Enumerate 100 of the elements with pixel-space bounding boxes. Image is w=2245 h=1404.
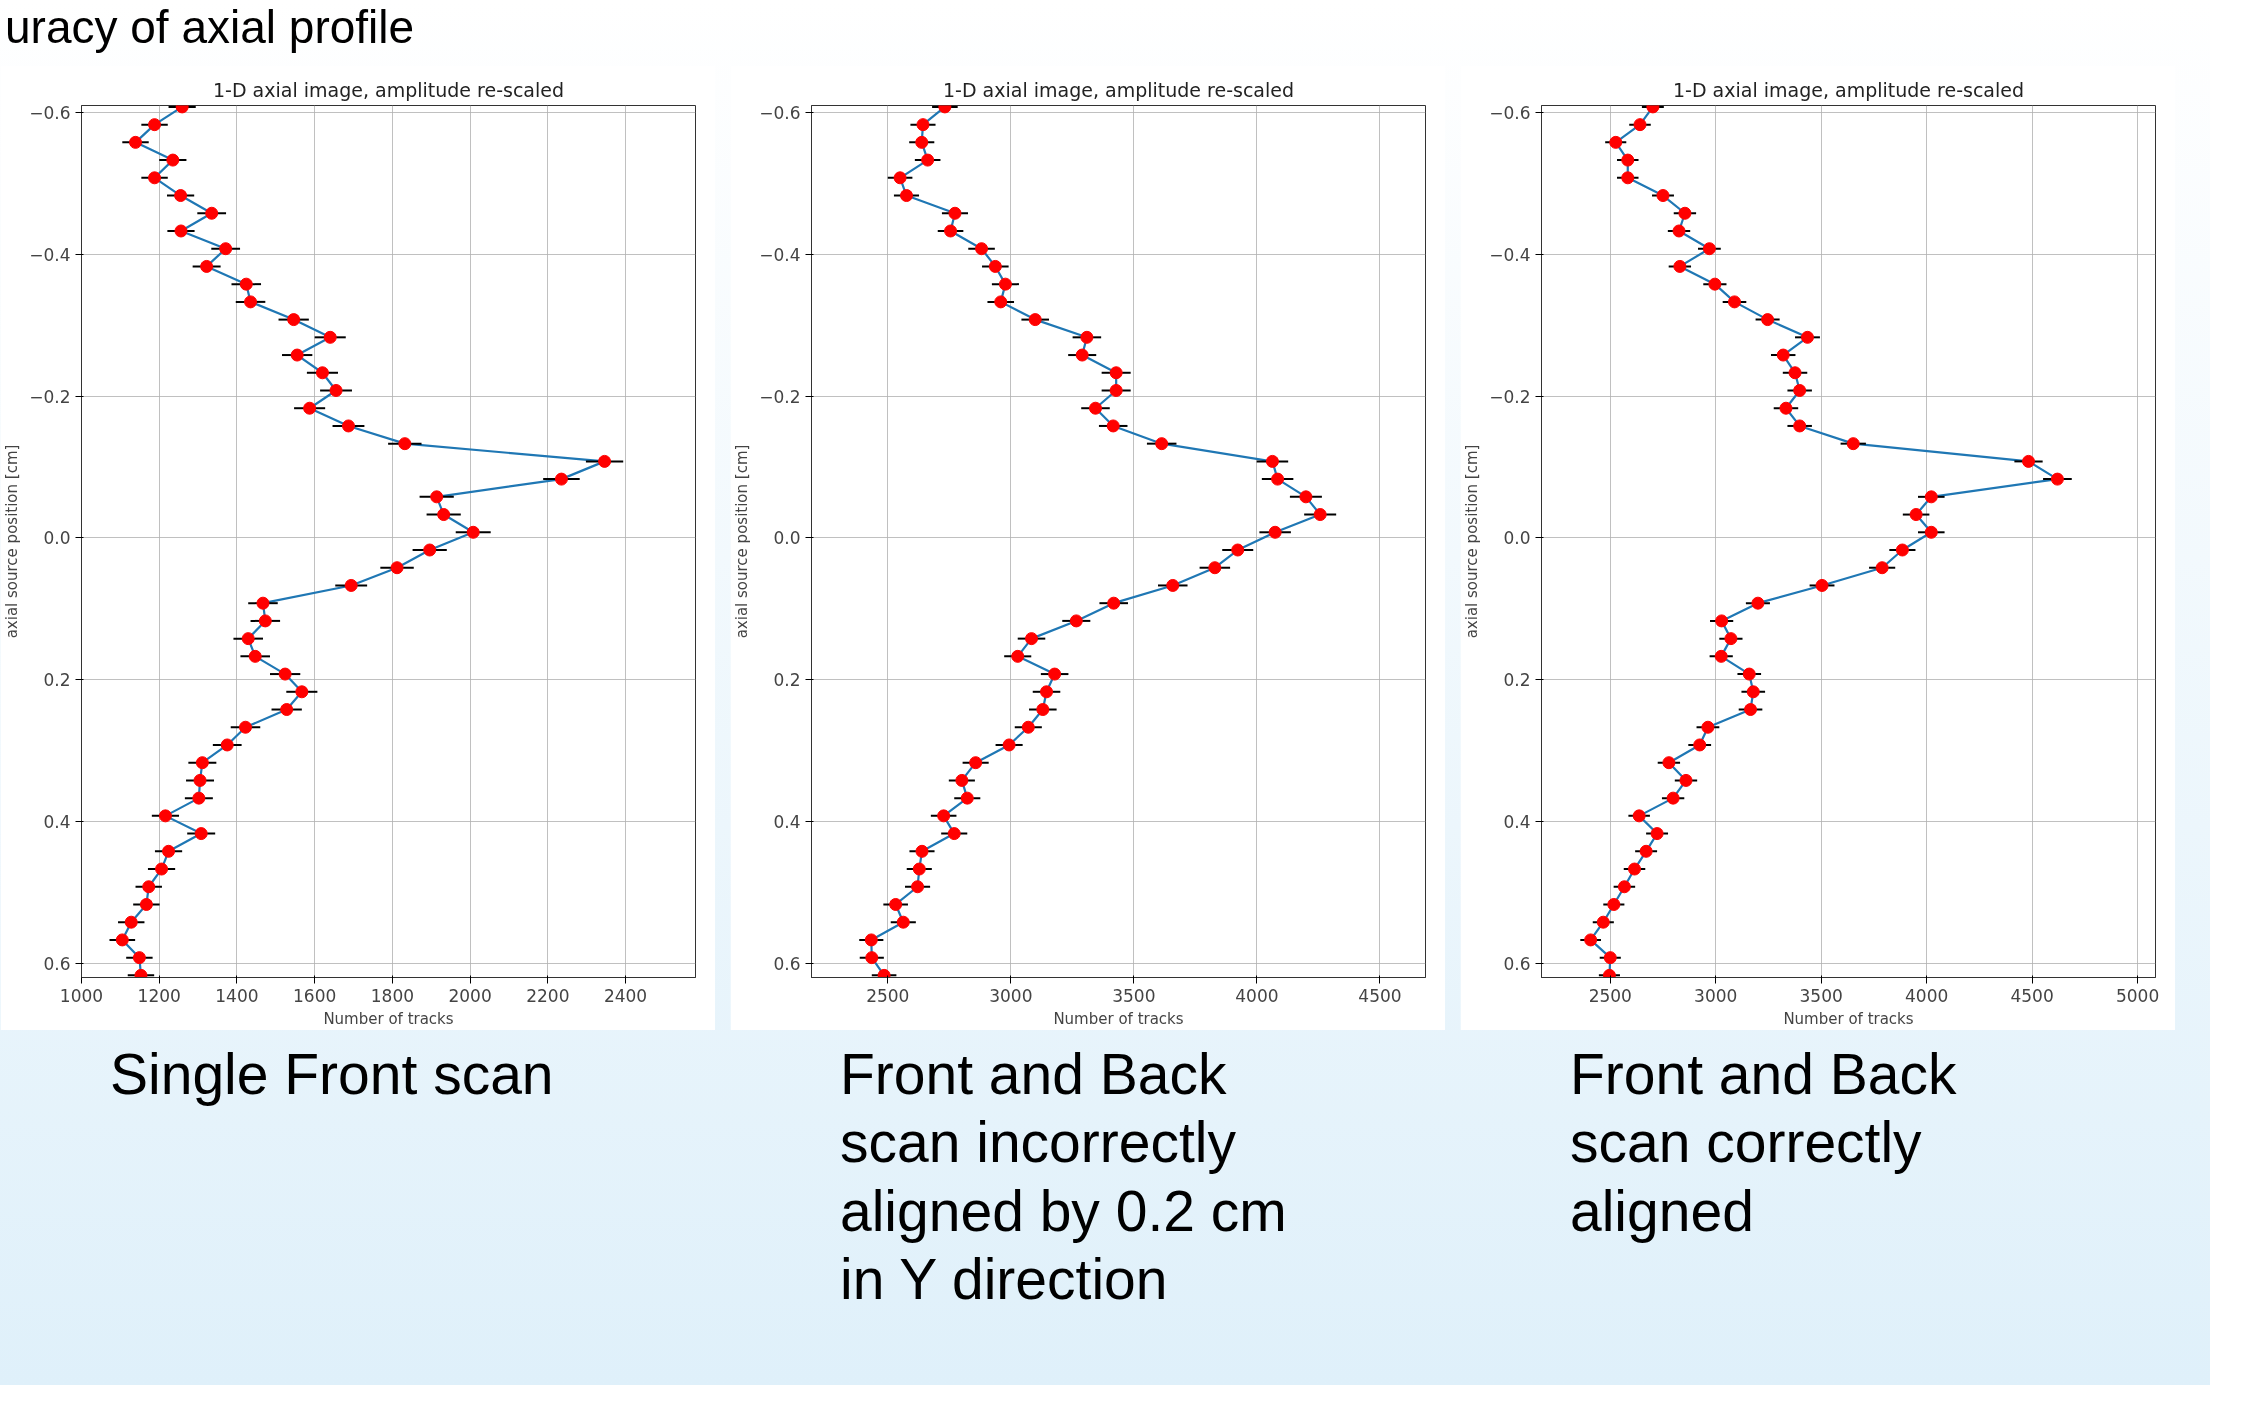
point	[1895, 543, 1909, 557]
y-tick-label: −0.2	[29, 386, 71, 407]
point	[1761, 313, 1775, 327]
text: Single Front scan	[110, 1041, 554, 1108]
point	[142, 880, 156, 894]
point	[1673, 259, 1687, 273]
x-tick-label: 5000	[2115, 985, 2160, 1006]
point	[430, 490, 444, 504]
point	[1744, 703, 1758, 717]
point	[1800, 330, 1814, 344]
point	[1107, 596, 1121, 610]
point	[948, 206, 962, 220]
point	[162, 844, 176, 858]
point	[921, 153, 935, 167]
y-tick-label: 0.4	[43, 812, 71, 833]
point	[148, 118, 162, 132]
point	[1231, 543, 1245, 557]
point	[280, 703, 294, 717]
point	[437, 508, 451, 522]
point	[912, 862, 926, 876]
x-tick-label: 4500	[2010, 985, 2054, 1006]
point	[1596, 915, 1610, 929]
point	[1662, 756, 1676, 770]
point	[1708, 277, 1722, 291]
x-tick-label: 4000	[1235, 985, 1279, 1006]
point	[1002, 738, 1016, 752]
point	[915, 844, 929, 858]
point	[139, 897, 153, 911]
point	[864, 933, 878, 947]
point	[1672, 224, 1686, 238]
x-tick-label: 1600	[293, 985, 337, 1006]
point	[1075, 348, 1089, 362]
point	[1715, 614, 1729, 628]
point	[1208, 561, 1222, 575]
point	[1271, 472, 1285, 486]
x-tick-label: 2500	[866, 985, 910, 1006]
x-tick-label: 3500	[1112, 985, 1156, 1006]
point	[1746, 685, 1760, 699]
point	[1815, 578, 1829, 592]
point	[205, 206, 219, 220]
x-axis-title: Number of tracks	[1783, 1009, 1914, 1028]
point	[115, 933, 129, 947]
point	[1299, 490, 1313, 504]
point	[1656, 189, 1670, 203]
point	[1742, 667, 1756, 681]
point	[1088, 401, 1102, 415]
point	[1875, 561, 1889, 575]
y-tick-label: −0.6	[759, 103, 801, 124]
y-tick-label: 0.6	[1503, 953, 1531, 974]
y-tick-label: −0.6	[29, 103, 71, 124]
point	[148, 171, 162, 185]
point	[1793, 419, 1807, 433]
point	[915, 135, 929, 149]
point	[244, 295, 258, 309]
x-tick-label: 1200	[137, 985, 181, 1006]
point	[1779, 401, 1793, 415]
y-axis-title: axial source position [cm]	[1463, 444, 1482, 639]
y-axis-title: axial source position [cm]	[733, 444, 752, 639]
point	[1728, 295, 1741, 309]
y-tick-label: −0.2	[1489, 386, 1531, 407]
point	[1268, 525, 1282, 539]
y-tick-label: −0.4	[1489, 244, 1531, 265]
point	[193, 773, 207, 787]
y-tick-label: 0.4	[1503, 812, 1531, 833]
point	[1666, 791, 1680, 805]
point	[323, 330, 337, 344]
point	[1011, 649, 1025, 663]
point	[1028, 313, 1042, 327]
point	[1109, 384, 1123, 397]
x-tick-label: 1800	[370, 985, 415, 1006]
y-tick-label: −0.6	[1489, 103, 1531, 124]
y-tick-label: 0.2	[43, 670, 71, 691]
point	[398, 437, 412, 451]
x-tick-label: 1400	[215, 985, 259, 1006]
point	[1776, 348, 1790, 362]
point	[1166, 578, 1180, 592]
y-tick-label: −0.4	[29, 244, 71, 265]
point	[239, 277, 253, 291]
x-tick-label: 3000	[989, 985, 1033, 1006]
point	[1025, 632, 1039, 646]
x-tick-label: 2400	[603, 985, 648, 1006]
point	[466, 525, 480, 539]
point	[1106, 419, 1120, 433]
x-tick-label: 4500	[1358, 985, 1402, 1006]
point	[916, 118, 930, 132]
point	[1609, 135, 1623, 149]
point	[1650, 827, 1664, 841]
text: Front and Back scan correctly aligned	[1570, 1041, 1958, 1245]
point	[598, 454, 612, 468]
point	[287, 313, 301, 327]
chart-title: 1-D axial image, amplitude re-scaled	[943, 78, 1295, 101]
point	[994, 295, 1008, 309]
point	[219, 242, 233, 256]
point	[1724, 632, 1738, 646]
point	[423, 543, 437, 557]
point	[1633, 118, 1647, 132]
point	[1155, 437, 1169, 451]
point	[1751, 596, 1765, 610]
point	[1313, 508, 1327, 522]
x-axis-title: Number of tracks	[323, 1009, 454, 1028]
